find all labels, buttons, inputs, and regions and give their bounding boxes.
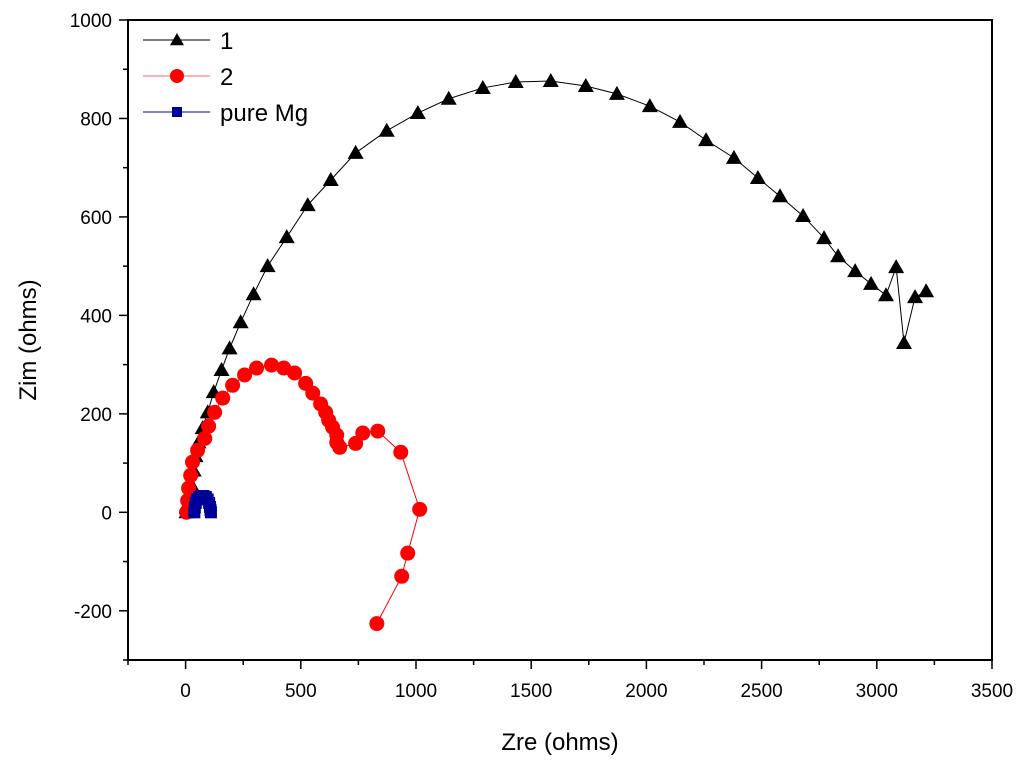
y-tick-label: 200 (80, 405, 112, 426)
data-point (847, 263, 864, 278)
data-point (672, 113, 689, 128)
data-point (378, 122, 395, 137)
series-pure-mg (188, 490, 217, 519)
axes-layer: 0 500 1000 1500 2000 2500 3000 3500 -200 0 200 400 6… (70, 11, 1013, 702)
data-point (264, 357, 280, 373)
y-tick-label: 400 (80, 306, 112, 327)
plot-frame (127, 19, 993, 661)
data-point (393, 444, 409, 460)
data-point (400, 545, 416, 561)
data-point (215, 390, 231, 406)
data-point (299, 197, 316, 212)
data-point (237, 367, 253, 383)
data-point (888, 259, 905, 274)
data-point (183, 467, 199, 483)
data-point (204, 506, 217, 519)
y-tick-label: 800 (80, 109, 112, 130)
data-point (830, 248, 847, 263)
data-point (259, 258, 276, 273)
series-1 (178, 73, 935, 519)
data-point (542, 73, 559, 88)
x-tick-label: 3500 (971, 681, 1013, 702)
data-point (409, 105, 426, 120)
y-tick-label: 0 (101, 503, 112, 524)
data-point (225, 377, 241, 393)
x-tick-label: 0 (180, 681, 191, 702)
legend-item: 2 (143, 64, 233, 91)
x-tick-label: 500 (285, 681, 317, 702)
y-tick-label: 1000 (70, 11, 112, 32)
legend-marker (172, 107, 182, 117)
data-point (895, 334, 912, 349)
data-point (207, 404, 223, 420)
data-point (232, 314, 249, 329)
data-point (287, 365, 303, 381)
legend-marker (170, 33, 184, 46)
data-point (394, 568, 410, 584)
y-tick-label: 600 (80, 208, 112, 229)
legend-item: pure Mg (143, 100, 308, 127)
data-point (221, 340, 238, 355)
data-point (907, 289, 924, 304)
data-point (795, 207, 812, 222)
data-point (772, 188, 789, 203)
data-point (190, 442, 206, 458)
series-line (186, 80, 927, 513)
series-layer (178, 73, 935, 632)
legend-item: 1 (143, 28, 233, 55)
data-point (181, 480, 197, 496)
data-point (197, 430, 213, 446)
legend-label: 1 (220, 28, 233, 55)
data-point (749, 170, 766, 185)
data-point (608, 85, 625, 100)
data-point (322, 172, 339, 186)
data-point (355, 425, 371, 441)
x-tick-label: 3000 (856, 681, 898, 702)
legend: 1 2 pure Mg (143, 28, 308, 127)
data-point (412, 501, 428, 517)
legend-marker (170, 69, 184, 83)
data-point (878, 287, 895, 302)
data-point (918, 283, 935, 298)
data-point (185, 454, 201, 470)
data-point (347, 144, 364, 159)
y-axis-title: Zim (ohms) (15, 279, 42, 400)
data-point (369, 616, 385, 632)
data-point (725, 149, 742, 164)
x-tick-label: 2000 (625, 681, 667, 702)
x-tick-label: 2500 (740, 681, 782, 702)
x-tick-label: 1000 (395, 681, 437, 702)
data-point (474, 79, 491, 94)
y-tick-label: -200 (74, 602, 112, 623)
data-point (863, 275, 880, 290)
data-point (249, 360, 265, 376)
data-point (245, 286, 262, 301)
data-point (507, 74, 524, 89)
data-point (201, 418, 217, 434)
data-point (577, 77, 594, 92)
legend-label: pure Mg (220, 100, 308, 127)
data-point (213, 362, 230, 377)
data-point (440, 90, 457, 105)
data-point (641, 98, 658, 113)
data-point (816, 230, 833, 245)
x-tick-label: 1500 (510, 681, 552, 702)
data-point (370, 423, 386, 439)
data-point (332, 439, 348, 455)
x-axis-title: Zre (ohms) (501, 729, 618, 756)
data-point (278, 229, 295, 244)
data-point (305, 385, 321, 401)
legend-label: 2 (220, 64, 233, 91)
data-point (698, 132, 715, 147)
series-2 (179, 357, 428, 632)
